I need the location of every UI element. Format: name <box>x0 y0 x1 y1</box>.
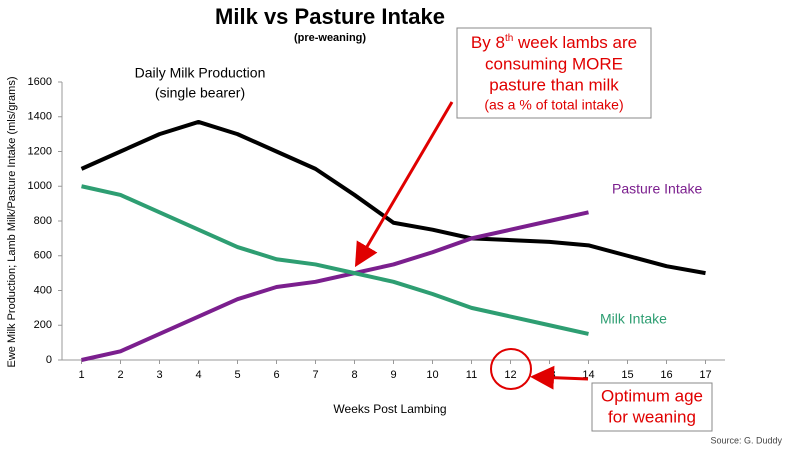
series-line <box>81 184 589 336</box>
y-tick-label: 1200 <box>28 145 52 157</box>
series-label: Milk Intake <box>600 311 667 327</box>
x-tick-label: 1 <box>78 369 84 381</box>
x-tick-label: 16 <box>660 369 672 381</box>
series-label: Pasture Intake <box>612 181 702 197</box>
chart-title: Milk vs Pasture Intake <box>215 4 445 29</box>
annotation-sup: th <box>505 33 513 44</box>
x-tick-label: 8 <box>351 369 357 381</box>
x-tick-label: 6 <box>273 369 279 381</box>
y-tick-label: 200 <box>34 319 52 331</box>
annotation-line: pasture than milk <box>489 75 619 94</box>
x-axis-label: Weeks Post Lambing <box>333 402 446 416</box>
y-tick-label: 1600 <box>28 76 52 88</box>
annotation-line: (as a % of total intake) <box>484 97 623 113</box>
x-tick-label: 12 <box>504 369 516 381</box>
annotation-line: for weaning <box>608 407 696 426</box>
y-tick-label: 1400 <box>28 111 52 123</box>
x-tick-label: 10 <box>426 369 438 381</box>
series-line <box>81 210 589 362</box>
x-tick-label: 15 <box>621 369 633 381</box>
annotation-line: By 8th week lambs are <box>471 33 637 53</box>
y-axis-label: Ewe Milk Production; Lamb Milk/Pasture I… <box>6 77 18 368</box>
annotation-text: week lambs are <box>513 33 637 52</box>
x-tick-label: 11 <box>466 369 477 381</box>
x-tick-label: 2 <box>117 369 123 381</box>
annotation-arrow <box>354 101 454 268</box>
x-tick-label: 9 <box>390 369 396 381</box>
x-tick-label: 5 <box>234 369 240 381</box>
series-note: (single bearer) <box>155 85 245 101</box>
y-tick-label: 0 <box>46 354 52 366</box>
y-tick-label: 800 <box>34 215 52 227</box>
annotation-box <box>591 382 713 432</box>
x-tick-label: 7 <box>312 369 318 381</box>
chart-subtitle: (pre-weaning) <box>294 32 366 44</box>
y-tick-label: 400 <box>34 284 52 296</box>
x-tick-label: 4 <box>195 369 201 381</box>
y-tick-label: 1000 <box>28 180 52 192</box>
x-tick-label: 3 <box>156 369 162 381</box>
x-tick-label: 17 <box>699 369 711 381</box>
annotation-line: consuming MORE <box>485 54 623 73</box>
y-tick-label: 600 <box>34 250 52 262</box>
series-line <box>80 119 706 276</box>
annotation-text: By 8 <box>471 33 505 52</box>
annotation-arrow <box>530 365 589 390</box>
annotation-line: Optimum age <box>601 386 703 405</box>
annotation-box <box>456 27 652 119</box>
series-label: Daily Milk Production <box>135 65 266 81</box>
source: Source: G. Duddy <box>710 435 782 445</box>
